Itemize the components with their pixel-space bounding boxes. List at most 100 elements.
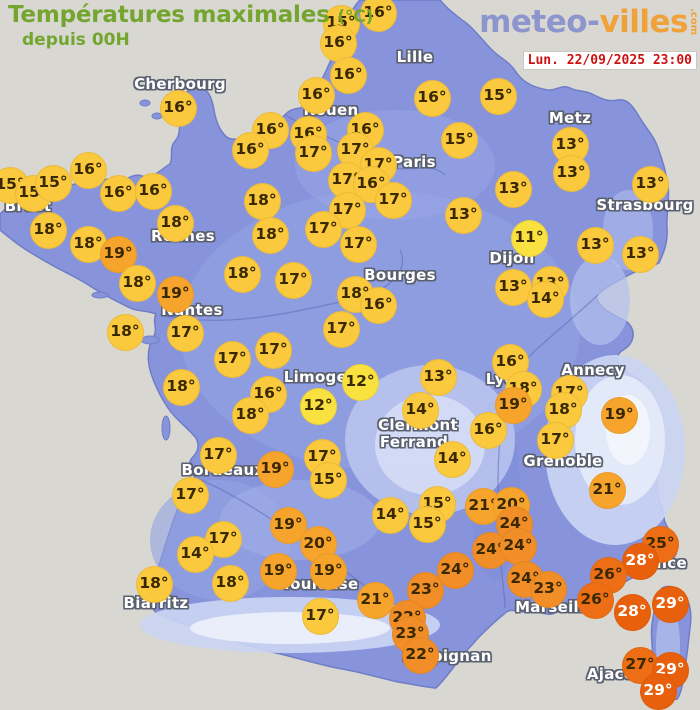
temp-bubble[interactable]: 18° (231, 396, 269, 434)
temp-bubble[interactable]: 17° (199, 436, 237, 474)
temp-bubble[interactable]: 12° (299, 387, 337, 425)
temp-bubble[interactable]: 17° (254, 331, 292, 369)
logo-meteo-part: meteo- (479, 4, 600, 40)
temp-bubble[interactable]: 26° (576, 581, 614, 619)
temp-bubble[interactable]: 14° (401, 391, 439, 429)
temp-bubble[interactable]: 18° (118, 264, 156, 302)
temp-bubble[interactable]: 17° (374, 181, 412, 219)
city-label-cherbourg: Cherbourg (134, 75, 226, 93)
temp-bubble[interactable]: 19° (259, 552, 297, 590)
map-title-text: Températures maximales (8, 2, 330, 28)
temp-bubble[interactable]: 23° (529, 570, 567, 608)
temp-bubble[interactable]: 28° (613, 593, 651, 631)
temp-bubble[interactable]: 19° (600, 396, 638, 434)
city-label-ferrand: Ferrand (379, 433, 449, 451)
temp-bubble[interactable]: 16° (329, 56, 367, 94)
city-label-annecy: Annecy (561, 361, 625, 379)
temp-bubble[interactable]: 17° (294, 134, 332, 172)
coastal-islands (91, 99, 171, 441)
temp-bubble[interactable]: 17° (304, 210, 342, 248)
temp-bubble[interactable]: 24° (499, 527, 537, 565)
temp-bubble[interactable]: 24° (436, 551, 474, 589)
temp-bubble[interactable]: 18° (211, 564, 249, 602)
temp-bubble[interactable]: 19° (309, 552, 347, 590)
temp-bubble[interactable]: 16° (231, 131, 269, 169)
temp-bubble[interactable]: 19° (156, 275, 194, 313)
temp-bubble[interactable]: 15° (408, 505, 446, 543)
temp-bubble[interactable]: 18° (135, 565, 173, 603)
temp-bubble[interactable]: 18° (156, 204, 194, 242)
temp-bubble[interactable]: 16° (249, 375, 287, 413)
temp-bubble[interactable]: 17° (339, 225, 377, 263)
city-label-metz: Metz (548, 109, 592, 127)
temp-bubble[interactable]: 29° (639, 672, 677, 710)
logo-com-suffix: .com (688, 8, 699, 36)
temp-bubble[interactable]: 14° (176, 535, 214, 573)
temp-bubble[interactable]: 29° (651, 585, 689, 623)
temp-bubble[interactable]: 17° (536, 421, 574, 459)
city-label-limoges: Limoges (283, 368, 357, 386)
temp-bubble[interactable]: 12° (341, 363, 379, 401)
temp-bubble[interactable]: 22° (401, 636, 439, 674)
temp-bubble[interactable]: 16° (469, 411, 507, 449)
temp-bubble[interactable]: 17° (171, 476, 209, 514)
temp-bubble[interactable]: 21° (356, 581, 394, 619)
temp-bubble[interactable]: 19° (494, 386, 532, 424)
temp-bubble[interactable]: 15° (309, 461, 347, 499)
temp-bubble[interactable]: 13° (576, 226, 614, 264)
temp-bubble[interactable]: 13° (631, 165, 669, 203)
temp-bubble[interactable]: 17° (301, 597, 339, 635)
temp-bubble[interactable]: 15° (440, 121, 478, 159)
temp-bubble[interactable]: 19° (269, 506, 307, 544)
temp-bubble[interactable]: 15° (479, 77, 517, 115)
city-label-lille: Lille (396, 48, 434, 66)
temp-bubble[interactable]: 13° (494, 170, 532, 208)
temp-bubble[interactable]: 17° (274, 261, 312, 299)
temp-bubble[interactable]: 16° (359, 0, 397, 32)
temp-bubble[interactable]: 14° (371, 496, 409, 534)
temp-bubble[interactable]: 13° (621, 235, 659, 273)
temp-bubble[interactable]: 14° (526, 280, 564, 318)
temp-bubble[interactable]: 16° (69, 151, 107, 189)
city-label-grenoble: Grenoble (523, 452, 603, 470)
temp-bubble[interactable]: 17° (166, 314, 204, 352)
logo-villes-part: villes (599, 4, 688, 40)
temp-bubble[interactable]: 16° (319, 24, 357, 62)
temp-bubble[interactable]: 17° (213, 340, 251, 378)
temp-bubble[interactable]: 16° (99, 174, 137, 212)
temp-bubble[interactable]: 16° (159, 89, 197, 127)
temp-bubble[interactable]: 18° (223, 255, 261, 293)
temp-bubble[interactable]: 17° (328, 191, 366, 229)
temp-bubble[interactable]: 18° (544, 391, 582, 429)
temp-bubble[interactable]: 17° (322, 310, 360, 348)
temp-bubble[interactable]: 21° (588, 471, 626, 509)
temp-bubble[interactable]: 13° (444, 196, 482, 234)
temp-bubble[interactable]: 13° (552, 154, 590, 192)
city-label-biarritz: Biarritz (123, 594, 189, 612)
map-subtitle: depuis 00H (22, 30, 130, 50)
city-label-bourges: Bourges (364, 266, 436, 284)
temp-bubble[interactable]: 18° (69, 225, 107, 263)
temp-bubble[interactable]: 11° (510, 219, 548, 257)
temp-bubble[interactable]: 16° (297, 76, 335, 114)
temp-bubble[interactable]: 18° (106, 313, 144, 351)
temp-bubble[interactable]: 13° (419, 358, 457, 396)
temp-bubble[interactable]: 14° (433, 440, 471, 478)
temp-bubble[interactable]: 16° (413, 79, 451, 117)
city-label-paris: Paris (392, 153, 436, 171)
temp-bubble[interactable]: 18° (251, 216, 289, 254)
site-logo[interactable]: meteo-villes .com (479, 4, 699, 40)
temp-bubble[interactable]: 18° (29, 211, 67, 249)
temp-bubble[interactable]: 18° (162, 368, 200, 406)
temp-bubble[interactable]: 16° (359, 286, 397, 324)
temp-bubble[interactable]: 19° (256, 450, 294, 488)
temp-bubble[interactable]: 28° (621, 542, 659, 580)
temp-bubble[interactable]: 16° (134, 172, 172, 210)
temp-bubble[interactable]: 15° (34, 164, 72, 202)
temp-bubble[interactable]: 19° (99, 235, 137, 273)
map-title-unit: (°C) (337, 7, 374, 27)
temp-bubble[interactable]: 13° (494, 268, 532, 306)
temp-bubble[interactable]: 18° (243, 182, 281, 220)
